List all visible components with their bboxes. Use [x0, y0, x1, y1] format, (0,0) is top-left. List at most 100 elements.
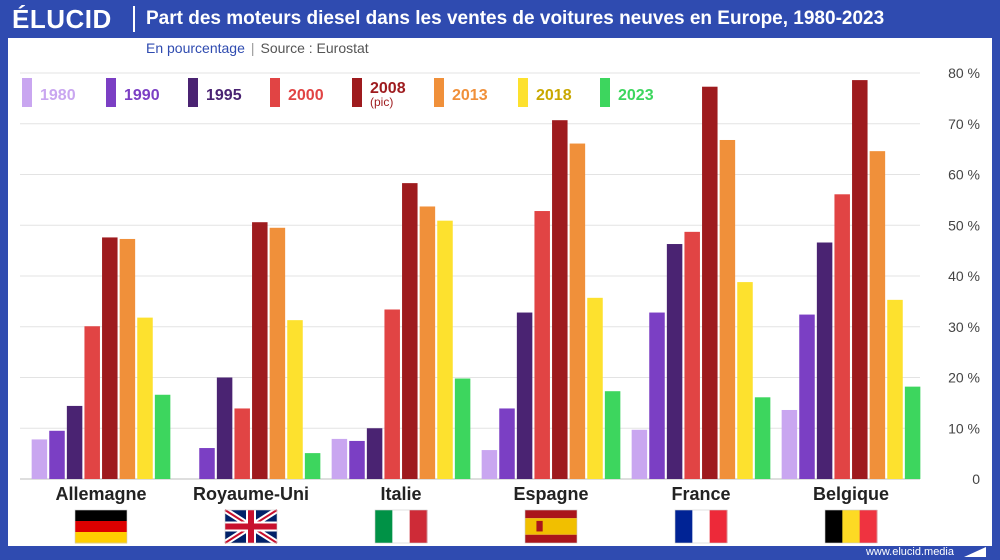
bar-group-espagne: [481, 120, 621, 480]
bar: [569, 143, 586, 479]
bar: [199, 448, 215, 479]
bar: [31, 439, 48, 479]
bar: [887, 299, 903, 479]
chart-title: Part des moteurs diesel dans les ventes …: [146, 8, 885, 29]
bar: [604, 391, 621, 479]
legend-label: 2008: [370, 80, 406, 97]
flag-border: [74, 509, 128, 544]
flag-espagne-icon: [524, 509, 578, 544]
bar: [84, 326, 100, 479]
bar: [754, 397, 771, 479]
bar: [499, 408, 515, 479]
bar: [402, 183, 418, 479]
flag-stripe: [75, 521, 127, 533]
flag-france-icon: [674, 509, 728, 544]
flag-stripe: [375, 510, 393, 543]
bar-chart: 0 10 % 20 % 30 % 40 % 50 % 60 % 70 % 80 % Allemag…: [16, 65, 980, 546]
bar: [702, 86, 718, 479]
flag-stripe: [825, 510, 843, 543]
legend-item-2023: 2023: [600, 78, 654, 107]
bar: [252, 222, 268, 479]
legend-swatch: [600, 78, 610, 107]
bar-group-italie: [331, 183, 471, 479]
category-label: Italie: [380, 484, 421, 504]
bar: [552, 120, 568, 479]
bar: [349, 440, 365, 479]
flag-border: [824, 509, 878, 544]
bar: [666, 244, 683, 479]
y-tick-label: 10 %: [948, 420, 980, 436]
bar-group-france: [631, 86, 771, 479]
source-label: Source : Eurostat: [260, 40, 369, 56]
flag-allemagne-icon: [74, 509, 128, 544]
legend-swatch: [188, 78, 198, 107]
legend-label: 1980: [40, 87, 76, 104]
bar: [834, 194, 850, 480]
chart-panel: En pourcentage | Source : Eurostat 0 10 % 20…: [8, 38, 992, 546]
legend: 1980 1990 1995 2000 2008(pic) 2013 2018 2023: [16, 74, 676, 110]
flag-border: [674, 509, 728, 544]
bar-group-royaume-uni: [199, 222, 321, 479]
bar: [154, 394, 171, 479]
bar: [304, 453, 321, 479]
subtitle: En pourcentage | Source : Eurostat: [146, 39, 369, 57]
bar: [684, 231, 700, 479]
bar: [137, 317, 153, 479]
bar: [816, 242, 833, 479]
y-tick-label: 40 %: [948, 268, 980, 284]
bar: [631, 429, 648, 479]
flag-stripe: [75, 532, 127, 544]
flag-border: [224, 509, 278, 544]
category-label: France: [671, 484, 730, 504]
subtitle-separator: |: [250, 40, 255, 56]
legend-item-2000: 2000: [270, 78, 324, 107]
bar: [516, 312, 533, 479]
bar: [454, 378, 471, 479]
legend-label: 2013: [452, 87, 488, 104]
bar-group-allemagne: [31, 237, 171, 479]
flag-stripe: [842, 510, 861, 543]
legend-swatch: [518, 78, 528, 107]
y-tick-label: 70 %: [948, 116, 980, 132]
legend-swatch: [106, 78, 116, 107]
bar: [481, 450, 498, 479]
footer-url[interactable]: www.elucid.media: [865, 546, 954, 558]
y-tick-label: 30 %: [948, 319, 980, 335]
flag-stripe: [75, 510, 127, 522]
bar: [366, 428, 383, 479]
bar: [234, 408, 250, 479]
bar: [216, 377, 233, 479]
flag-royaume-uni-icon: [223, 507, 279, 546]
bar: [269, 227, 286, 479]
bar: [649, 312, 665, 479]
category-label: Espagne: [513, 484, 588, 504]
bar: [287, 320, 303, 479]
flag-border: [374, 509, 428, 544]
header-bar: ÉLUCID Part des moteurs diesel dans les …: [0, 0, 1000, 38]
bar: [719, 139, 736, 479]
flag-stripe: [675, 510, 693, 543]
legend-background: [16, 74, 676, 110]
legend-item-1995: 1995: [188, 78, 242, 107]
category-label: Allemagne: [55, 484, 146, 504]
flag-stripe: [709, 510, 728, 543]
bar: [331, 438, 348, 479]
flag-belgique-icon: [824, 509, 878, 544]
y-tick-label: 80 %: [948, 65, 980, 81]
bar: [852, 80, 868, 480]
bar: [49, 430, 65, 479]
bar: [534, 211, 550, 480]
legend-swatch: [434, 78, 444, 107]
bar-group-belgique: [781, 80, 921, 480]
bar: [384, 309, 400, 479]
flag-stripe: [409, 510, 428, 543]
legend-item-2013: 2013: [434, 78, 488, 107]
bar: [781, 409, 798, 479]
flag-stripe: [525, 518, 577, 535]
bar: [119, 238, 136, 479]
logo-divider: [133, 6, 135, 32]
flag-emblem: [536, 520, 543, 532]
flag-stripe: [392, 510, 411, 543]
legend-item-2008: 2008(pic): [352, 78, 406, 109]
